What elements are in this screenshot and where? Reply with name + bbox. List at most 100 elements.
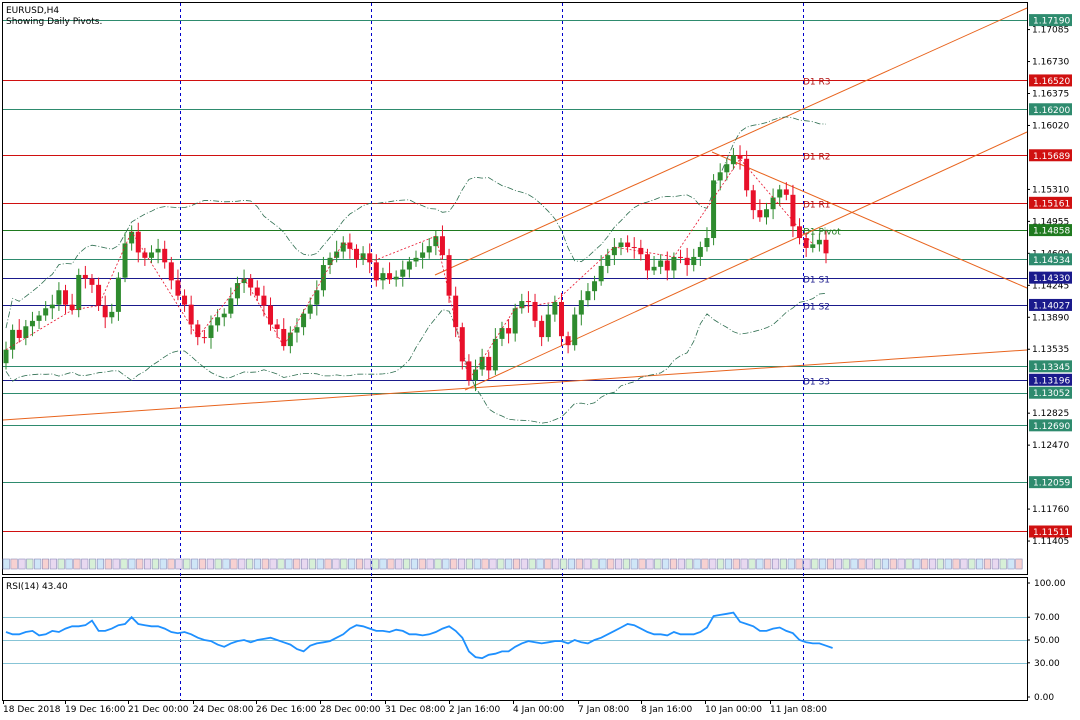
candle-body — [565, 336, 571, 346]
timeline-marker — [764, 558, 772, 570]
candle-body — [618, 242, 624, 248]
candle-body — [148, 252, 154, 258]
candle-body — [69, 304, 75, 311]
timeline-marker — [65, 558, 73, 570]
candle-body — [757, 210, 763, 218]
candle-body — [598, 265, 604, 282]
time-tick-label: 24 Dec 08:00 — [193, 705, 254, 715]
candle-body — [750, 190, 756, 211]
time-axis: 18 Dec 2018 19 Dec 16:00 21 Dec 00:00 24 De… — [3, 700, 827, 715]
timeline-marker — [410, 558, 419, 570]
timeline-marker — [905, 558, 913, 570]
time-tick-label: 21 Dec 00:00 — [128, 705, 189, 715]
timeline-marker — [261, 558, 269, 570]
candle-body — [592, 281, 598, 292]
candle-body — [142, 252, 148, 258]
candle-body — [790, 194, 796, 227]
pivot-label: D1 R1 — [803, 201, 831, 211]
timeline-marker — [206, 558, 214, 570]
price-tick-label: 1.11405 — [1032, 537, 1069, 547]
timeline-marker — [144, 558, 152, 570]
time-tick-label: 28 Dec 00:00 — [320, 705, 381, 715]
candle-body — [625, 242, 631, 248]
timeline-marker — [73, 558, 81, 570]
timeline-marker — [183, 558, 191, 570]
price-tick-label: 1.16375 — [1032, 89, 1069, 99]
timeline-marker — [599, 558, 607, 570]
price-level-value: 1.12059 — [1033, 479, 1070, 489]
timeline-marker — [96, 558, 104, 570]
timeline-marker — [811, 558, 819, 570]
candle-body — [658, 260, 664, 267]
candle-body — [797, 226, 803, 239]
candle-body — [373, 262, 379, 281]
timeline-marker — [387, 558, 395, 570]
candle-body — [102, 305, 108, 318]
timeline-marker — [489, 558, 497, 570]
price-tick-label: 1.17085 — [1032, 26, 1069, 36]
timeline-marker — [246, 558, 254, 570]
candle-body — [512, 308, 518, 334]
timeline-marker — [18, 558, 26, 570]
timeline-marker — [293, 558, 301, 570]
candle-body — [400, 269, 406, 277]
candle-body — [678, 256, 684, 258]
timeline-marker — [944, 558, 952, 570]
candle-body — [519, 301, 525, 309]
candle-body — [730, 155, 736, 165]
candle-body — [129, 231, 135, 244]
candle-body — [644, 254, 650, 271]
candle-body — [744, 158, 750, 191]
timeline-marker — [191, 558, 199, 570]
time-tick-label: 31 Dec 08:00 — [385, 705, 446, 715]
timeline-marker — [787, 558, 795, 570]
candle-body — [301, 313, 307, 328]
candle-body — [353, 248, 359, 260]
price-level-badge — [1029, 298, 1072, 311]
timeline-marker — [128, 558, 136, 570]
candle-body — [651, 266, 657, 271]
candle-body — [552, 301, 558, 315]
pivot-label: D1 S2 — [803, 303, 830, 313]
candle-body — [327, 257, 333, 266]
candle-body — [558, 301, 564, 337]
rsi-label: RSI(14) 43.40 — [6, 582, 68, 592]
rsi-pane-frame — [2, 577, 1028, 701]
timeline-marker — [26, 558, 34, 570]
price-level-value: 1.14858 — [1033, 227, 1070, 237]
timeline-marker — [403, 558, 411, 570]
candle-body — [228, 298, 234, 314]
candle-body — [578, 300, 584, 315]
candle-body — [691, 256, 697, 266]
timeline-marker — [991, 558, 999, 570]
candle-body — [492, 338, 498, 371]
timeline-marker — [583, 558, 591, 570]
timeline-marker — [316, 558, 324, 570]
timeline-marker — [528, 558, 536, 570]
price-level-badge — [1029, 476, 1072, 489]
candle-body — [63, 290, 69, 305]
timeline-marker — [395, 558, 403, 570]
candle-body — [29, 320, 35, 327]
candle-body — [717, 172, 723, 181]
candle-body — [248, 278, 254, 288]
timeline-marker — [418, 558, 426, 570]
candle-body — [182, 295, 188, 305]
timeline-marker — [434, 558, 442, 570]
price-level-value: 1.14534 — [1033, 256, 1070, 266]
price-level-badge — [1029, 386, 1072, 399]
candle-body — [261, 295, 267, 306]
timeline-marker — [552, 558, 560, 570]
timeline-marker — [277, 558, 285, 570]
candle-body — [274, 324, 280, 329]
price-level-value: 1.13196 — [1033, 376, 1070, 386]
timeline-marker — [795, 558, 803, 570]
timeline-marker — [662, 558, 670, 570]
symbol-title: EURUSD,H4 — [6, 6, 59, 16]
time-tick-label: 11 Jan 08:00 — [770, 705, 827, 715]
timeline-marker — [348, 558, 356, 570]
timeline-marker — [81, 558, 89, 570]
timeline-marker — [866, 558, 874, 570]
candle-body — [453, 295, 459, 328]
